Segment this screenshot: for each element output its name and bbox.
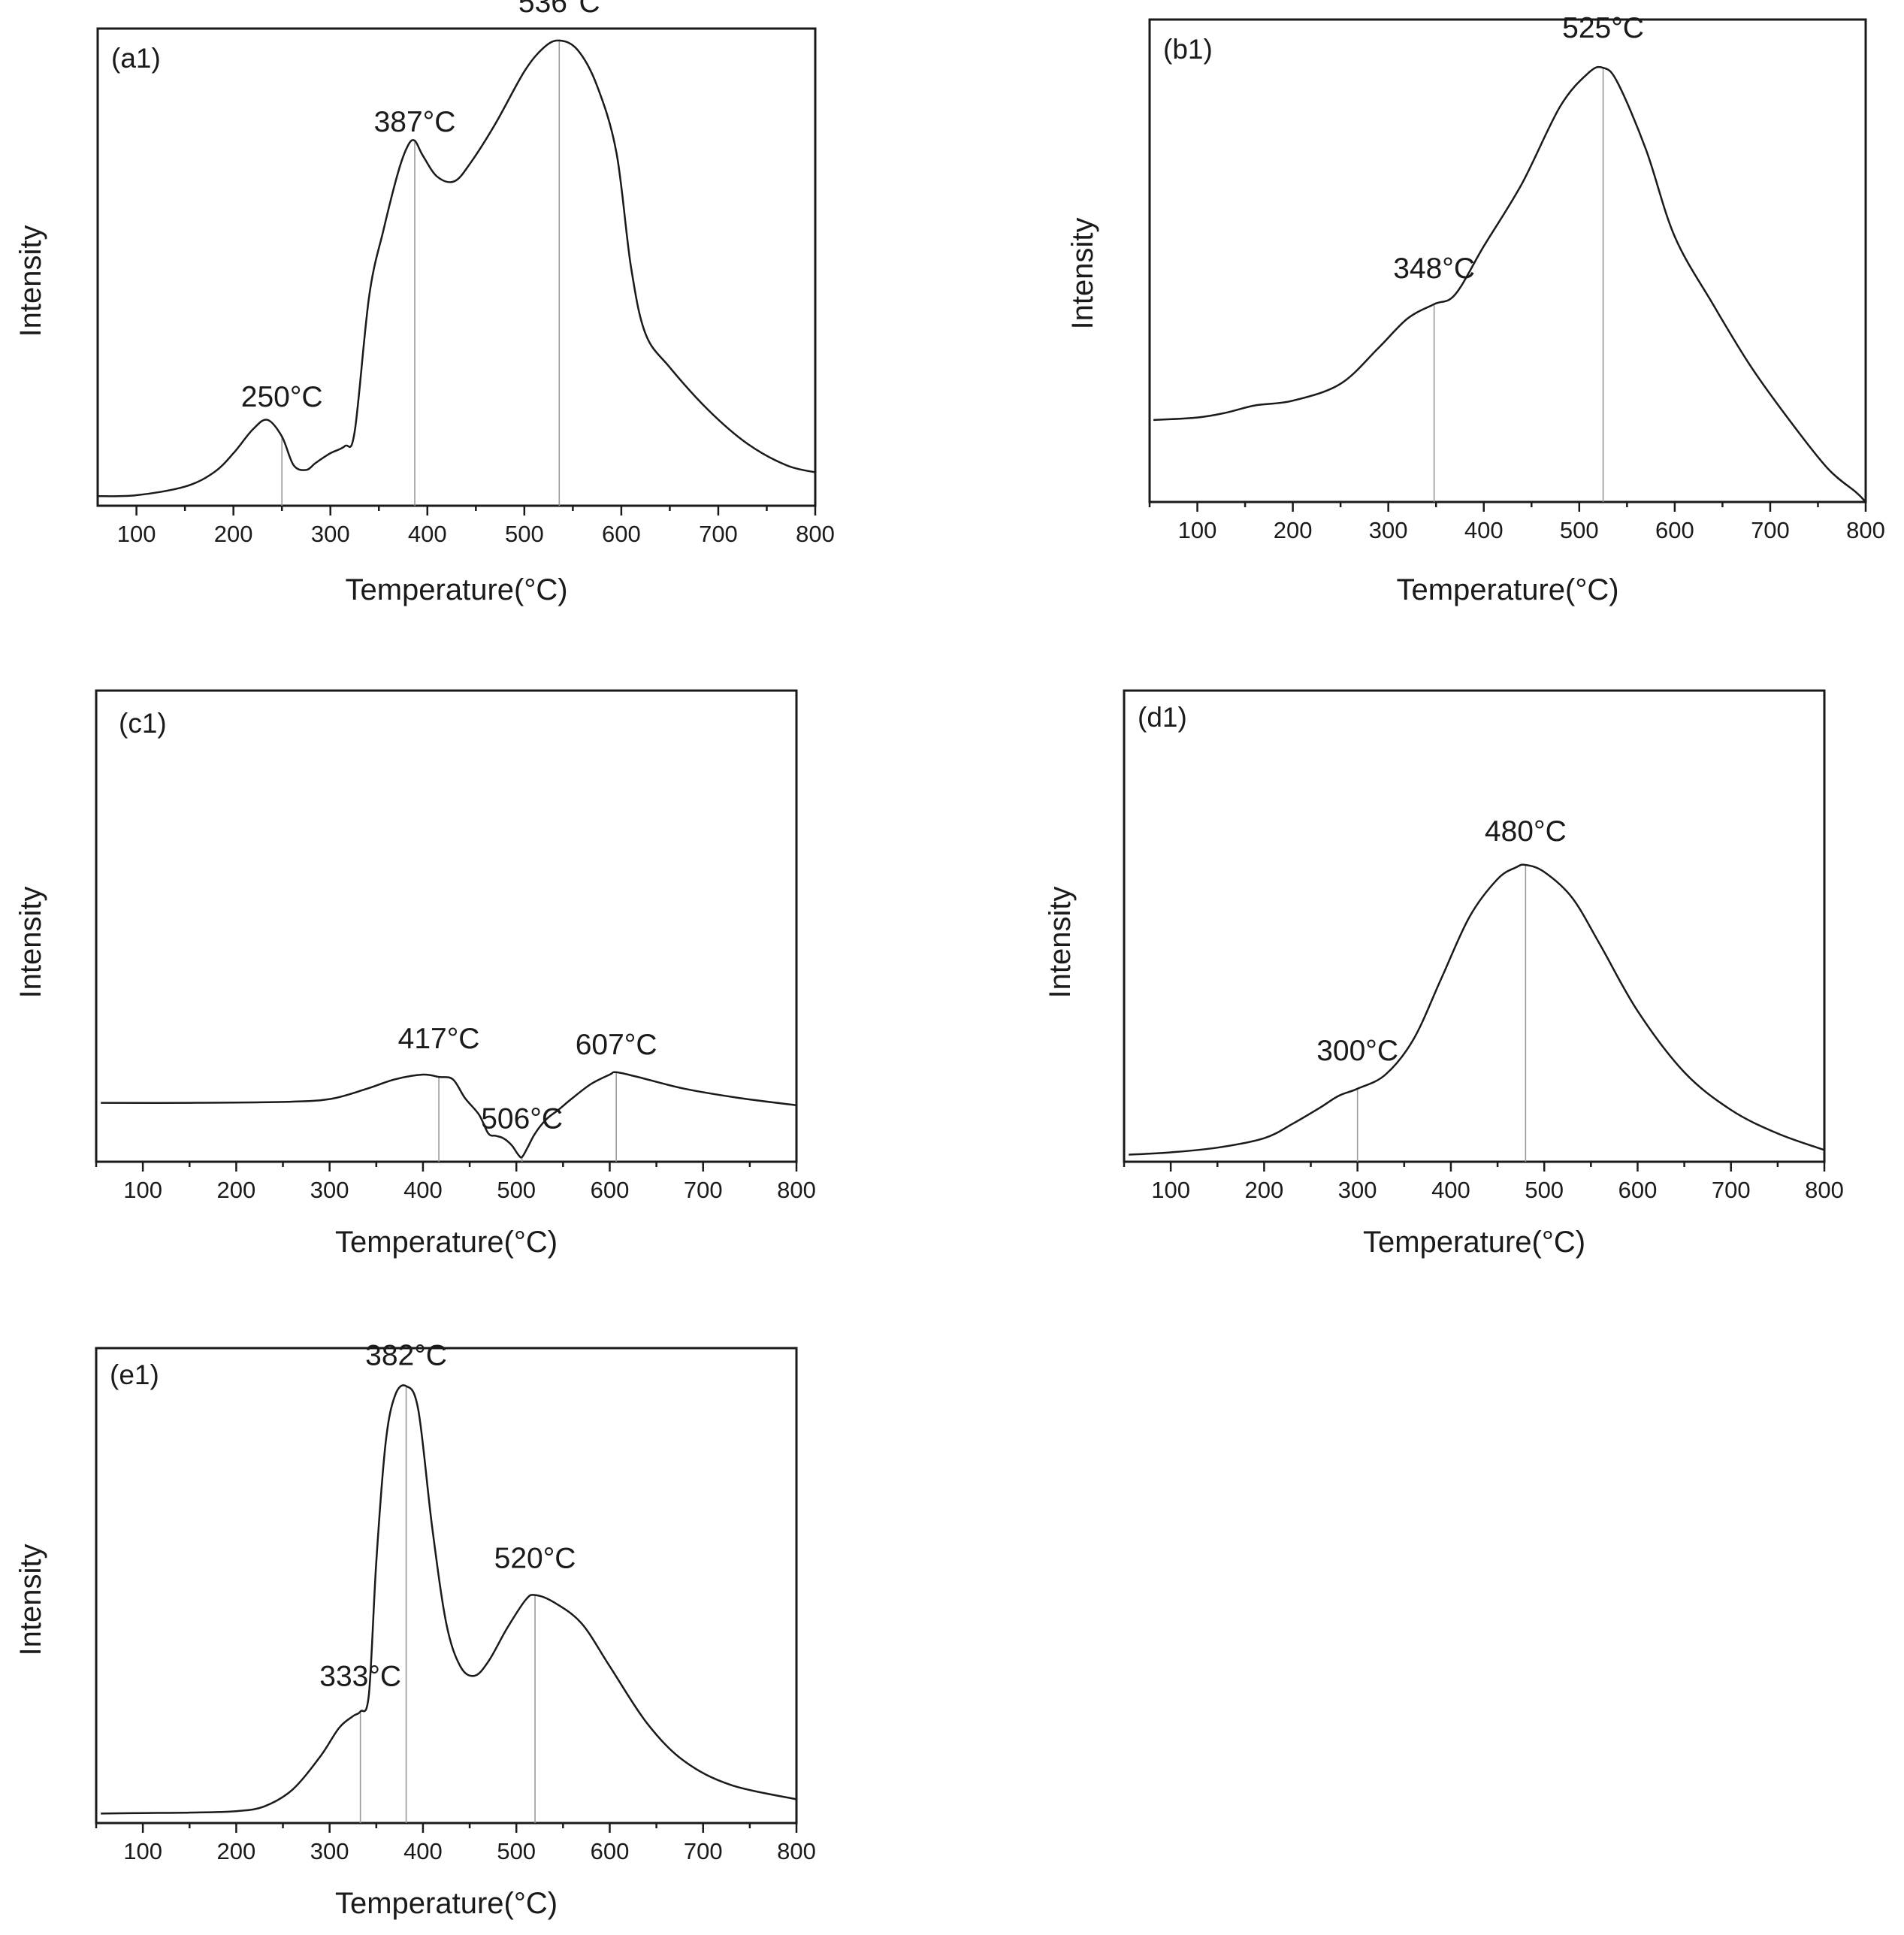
x-tick-label: 500 [505,521,544,547]
peak-label: 333°C [319,1660,401,1692]
x-tick-label: 400 [403,1838,443,1864]
y-axis-label: Intensity [14,887,47,999]
peak-label: 348°C [1393,252,1475,285]
x-tick-label: 300 [311,521,350,547]
panel-1: 100 200 300 400 500 600 700 800 Temperature(°C) I… [14,0,835,606]
peak-label: 480°C [1485,815,1567,848]
x-tick-label: 400 [408,521,447,547]
peak-label: 607°C [576,1029,657,1061]
plot-frame [1148,18,1867,503]
plot-frame [96,27,817,507]
x-tick-label: 500 [1560,517,1599,543]
x-tick-label: 500 [497,1177,536,1203]
x-tick-label: 500 [497,1838,536,1864]
x-tick-label: 400 [1464,517,1504,543]
x-axis-label: Temperature(°C) [345,573,567,606]
y-axis-label: Intensity [1066,218,1099,330]
x-tick-label: 600 [1618,1177,1658,1203]
series-curve [101,1384,797,1815]
x-tick-label: 700 [684,1838,723,1864]
x-tick-label: 100 [1151,1177,1190,1203]
peak-label: 506°C [481,1103,563,1135]
x-tick-label: 600 [591,1177,630,1203]
x-tick-label: 800 [1805,1177,1844,1203]
x-tick-label: 100 [123,1838,162,1864]
plot-frame [1123,689,1826,1163]
peak-label: 417°C [398,1023,480,1055]
x-tick-label: 800 [777,1177,816,1203]
x-tick-label: 300 [1338,1177,1377,1203]
x-tick-label: 600 [602,521,641,547]
x-tick-label: 700 [684,1177,723,1203]
peak-label: 520°C [494,1543,576,1575]
x-tick-label: 100 [123,1177,162,1203]
peak-label: 525°C [1562,12,1644,44]
panel-5: 100 200 300 400 500 600 700 800 Temperature(°C) I… [14,1340,816,1920]
x-tick-label: 600 [1655,517,1694,543]
x-tick-label: 300 [310,1838,349,1864]
x-tick-label: 800 [796,521,835,547]
x-tick-label: 200 [214,521,253,547]
x-tick-label: 700 [699,521,738,547]
x-tick-label: 200 [217,1838,256,1864]
x-tick-label: 100 [1178,517,1217,543]
x-axis-label: Temperature(°C) [1363,1226,1585,1259]
panel-2: 100 200 300 400 500 600 700 800 Temperature(°C) I… [1066,12,1885,606]
x-tick-label: 300 [310,1177,349,1203]
series-curve [101,1071,797,1159]
y-axis-label: Intensity [14,1544,47,1656]
peak-label: 300°C [1316,1035,1398,1067]
x-tick-label: 700 [1751,517,1790,543]
x-tick-label: 400 [403,1177,443,1203]
x-tick-label: 100 [117,521,156,547]
x-tick-label: 200 [217,1177,256,1203]
y-axis-label: Intensity [14,225,47,337]
panel-label: (d1) [1138,702,1187,733]
x-tick-label: 800 [777,1838,816,1864]
x-axis-label: Temperature(°C) [335,1226,558,1259]
panel-label: (a1) [111,43,161,74]
series-curve [1129,863,1825,1156]
plot-frame [95,689,798,1163]
peak-label: 250°C [241,381,323,413]
series-curve [97,39,816,497]
panel-label: (b1) [1163,34,1213,65]
peak-label: 536°C [518,0,600,19]
plot-frame [95,1347,798,1825]
panel-4: 100 200 300 400 500 600 700 800 Temperature(°C) I… [1044,689,1844,1259]
panel-label: (e1) [110,1359,159,1390]
peak-label: 382°C [365,1340,447,1372]
x-tick-label: 700 [1712,1177,1751,1203]
x-tick-label: 200 [1274,517,1313,543]
x-tick-label: 800 [1846,517,1885,543]
x-tick-label: 400 [1431,1177,1470,1203]
y-axis-label: Intensity [1044,887,1077,999]
x-tick-label: 300 [1369,517,1408,543]
x-axis-label: Temperature(°C) [335,1887,558,1920]
x-axis-label: Temperature(°C) [1396,573,1618,606]
panel-3: 100 200 300 400 500 600 700 800 Temperature(°C) I… [14,689,816,1259]
x-tick-label: 200 [1245,1177,1284,1203]
panel-label: (c1) [119,708,167,739]
x-tick-label: 600 [591,1838,630,1864]
peak-label: 387°C [374,106,456,138]
series-curve [1153,65,1866,503]
x-tick-label: 500 [1525,1177,1564,1203]
